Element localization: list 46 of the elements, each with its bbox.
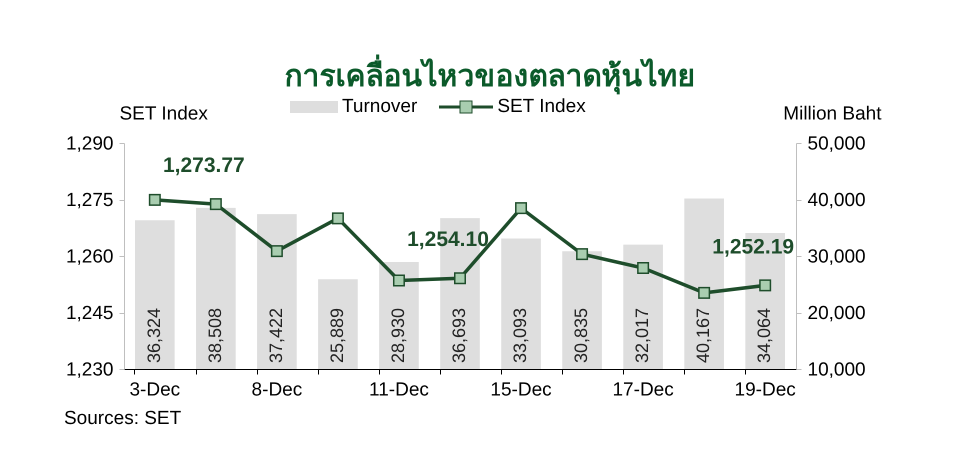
point: [270, 245, 283, 258]
y-axis-title: SET Index: [120, 104, 208, 124]
y-tick-label: 1,245: [66, 303, 114, 324]
x-tick-label: 8-Dec: [252, 380, 302, 400]
y2-tick-label: 20,000: [808, 303, 866, 324]
y2-tick-label: 50,000: [808, 134, 866, 154]
data-label: 37,422: [266, 308, 286, 363]
data-label: 36,324: [144, 308, 164, 363]
data-label: 1,273.77: [162, 154, 245, 178]
x-tick-label: 11-Dec: [369, 380, 429, 400]
y2-tick-label: 40,000: [808, 190, 866, 211]
y-tick-label: 1,230: [66, 360, 114, 380]
data-label: 32,017: [632, 308, 652, 363]
y-tick-label: 1,260: [66, 246, 114, 268]
point: [148, 194, 161, 206]
point: [210, 198, 222, 210]
x-tick-label: 15-Dec: [490, 380, 552, 400]
data-label: 30,835: [571, 308, 592, 363]
point: [332, 212, 344, 224]
data-label: 36,693: [449, 308, 469, 363]
legend-label: Turnover: [342, 96, 418, 118]
data-label: 1,252.19: [712, 235, 794, 258]
point: [698, 286, 710, 299]
point: [576, 248, 588, 260]
legend-label: SET Index: [497, 96, 586, 118]
x-tick-label: 3-Dec: [129, 380, 180, 400]
data-label: 40,167: [693, 308, 714, 363]
y-tick-label: 1,290: [66, 134, 114, 154]
point: [759, 279, 772, 292]
data-label: 1,254.10: [407, 228, 489, 252]
y2-tick-label: 10,000: [808, 360, 866, 380]
point: [637, 262, 650, 274]
data-label: 25,889: [326, 308, 347, 363]
x-tick-label: 17-Dec: [612, 380, 674, 400]
point: [515, 202, 528, 214]
x-tick-label: 19-Dec: [734, 380, 796, 400]
y2-tick-label: 30,000: [808, 246, 866, 268]
point: [454, 272, 466, 284]
y2-axis-title: Million Baht: [783, 104, 882, 124]
data-label: 34,064: [754, 308, 774, 363]
data-label: 33,093: [510, 308, 530, 363]
data-label: 28,930: [388, 308, 408, 363]
point: [392, 274, 405, 286]
source-note: Sources: SET: [64, 408, 182, 430]
data-label: 38,508: [204, 308, 225, 363]
y-tick-label: 1,275: [66, 190, 114, 211]
